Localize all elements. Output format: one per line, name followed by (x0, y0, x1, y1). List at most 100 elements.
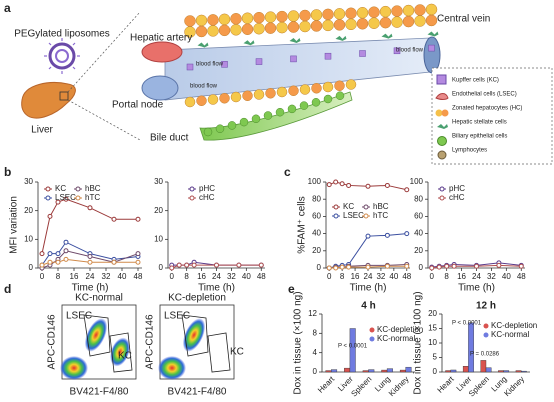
portal-node-label: Portal node (112, 100, 164, 111)
y-tick-label: 10 (428, 338, 437, 347)
data-point (384, 182, 390, 188)
y-tick-label: 0 (29, 263, 34, 272)
data-point (404, 231, 410, 237)
hepatocyte (322, 81, 334, 93)
biliary-cell (335, 91, 345, 100)
organ-label: Liver (31, 125, 53, 136)
data-point (451, 263, 457, 269)
x-tick-label: 0 (40, 272, 45, 281)
hepatocyte (287, 21, 300, 33)
data-point (87, 259, 93, 265)
x-tick-label: 48 (257, 272, 266, 281)
legend-marker (369, 327, 375, 333)
x-tick-label: 16 (70, 272, 79, 281)
hepatocyte (379, 5, 392, 18)
legend-label: Zonated hepatocytes (HC) (452, 106, 522, 112)
legend-marker (369, 336, 375, 342)
legend-label: KC-depletion (491, 321, 537, 330)
hepatocyte (207, 14, 219, 26)
flow-title: KC-depletion (168, 293, 226, 304)
chart-title: 12 h (476, 301, 496, 312)
data-point (474, 263, 479, 269)
x-tick-label: 8 (56, 272, 61, 281)
annotation: P = 0.0286 (470, 352, 500, 358)
legend-label: hTC (373, 211, 388, 220)
stellate-cell (335, 35, 347, 41)
data-point (365, 233, 371, 239)
y-tick-label: 80 (414, 194, 423, 203)
data-point (63, 196, 69, 202)
hepatocyte (299, 9, 311, 22)
data-point (436, 264, 442, 270)
hepatocyte (241, 23, 254, 35)
y-tick-label: 0 (313, 367, 318, 376)
stellate-cell (197, 42, 209, 48)
data-point (339, 264, 345, 270)
x-tick-label: Kidney (502, 375, 526, 399)
y-tick-label: 8 (313, 328, 318, 337)
legend-marker (363, 213, 369, 219)
data-point (47, 251, 53, 257)
hepatocyte (402, 15, 415, 28)
hepatocyte (391, 16, 403, 28)
y-tick-label: 100 (308, 177, 322, 186)
bar (503, 370, 510, 373)
kupffer-cell (324, 52, 332, 60)
bar (331, 369, 338, 373)
legend-label: LSEC (55, 193, 76, 202)
bar (445, 370, 451, 373)
x-tick-label: 40 (118, 272, 127, 281)
x-tick-label: Spleen (349, 375, 373, 399)
bar (515, 370, 522, 373)
biliary-cell (275, 107, 285, 117)
legend-label: LSEC (343, 211, 364, 220)
data-point (365, 264, 371, 270)
data-point (404, 187, 410, 193)
kupffer-cell (393, 47, 401, 55)
legend-marker (483, 332, 489, 338)
x-tick-label: 24 (364, 272, 373, 281)
hepatocyte (195, 14, 208, 27)
hepatocyte (184, 15, 196, 27)
hepatocyte (207, 94, 219, 105)
hepatic-artery-label: Hepatic artery (130, 33, 192, 44)
legend-label: KC (55, 184, 66, 193)
hepatocyte (218, 24, 231, 37)
hepatocyte (184, 96, 196, 108)
biliary-cell (251, 114, 261, 124)
hepatocyte (356, 18, 369, 30)
x-tick-label: 40 (242, 272, 251, 281)
x-tick-label: 16 (457, 272, 466, 281)
flow-x-label: BV421-F4/80 (70, 387, 129, 398)
legend-label: pHC (199, 184, 215, 193)
y-tick-label: 0 (159, 263, 164, 272)
bar (368, 369, 375, 373)
annotation: P < 0.0001 (452, 321, 482, 327)
legend-label: pHC (449, 184, 465, 193)
legend-label: hBC (373, 202, 389, 211)
x-tick-label: 0 (327, 272, 332, 281)
y-tick-label: 0 (433, 367, 438, 376)
data-point (39, 251, 45, 257)
panel-label: e (288, 282, 295, 296)
hepatocyte (345, 18, 357, 31)
flow-y-label: APC-CD146 (47, 314, 58, 369)
lobule-diagram (141, 3, 441, 141)
y-tick-label: 30 (154, 177, 163, 186)
hepatocyte (345, 7, 357, 20)
hepatocyte (414, 4, 426, 16)
panel-label: b (4, 165, 11, 179)
hepatocyte (334, 80, 345, 91)
data-point (326, 265, 332, 271)
y-tick-label: 20 (414, 246, 423, 255)
hepatocyte (242, 90, 253, 101)
y-tick-label: 4 (313, 348, 318, 357)
legend-label: hTC (85, 193, 100, 202)
data-point (496, 262, 502, 268)
gate-label: LSEC (164, 311, 190, 322)
bar (450, 369, 457, 373)
data-point (176, 262, 182, 268)
data-point (258, 262, 264, 268)
